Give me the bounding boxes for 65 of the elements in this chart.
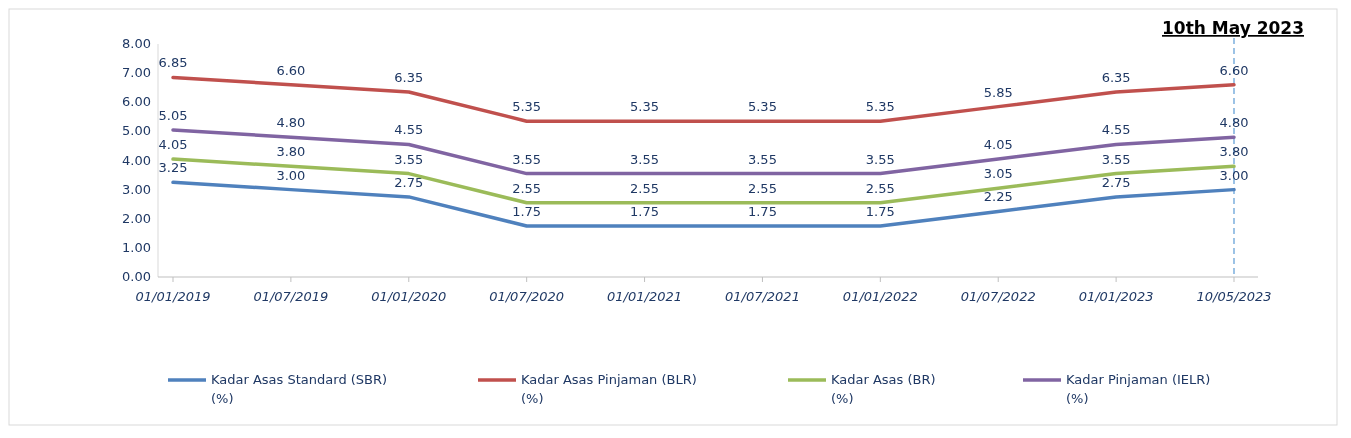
data-label: 5.05 [158, 107, 188, 123]
data-label: 3.55 [394, 151, 424, 167]
y-tick-label: 6.00 [122, 94, 151, 110]
data-label: 5.35 [630, 99, 660, 115]
data-label: 3.25 [158, 160, 188, 176]
y-tick-label: 0.00 [122, 269, 151, 284]
data-label: 3.55 [512, 151, 542, 167]
data-label: 2.75 [1101, 174, 1131, 190]
data-label: 4.55 [394, 122, 424, 138]
y-tick-label: 8.00 [122, 36, 151, 51]
x-tick-label: 10/05/2023 [1196, 289, 1272, 304]
data-label: 4.55 [1101, 122, 1131, 138]
legend-label: Kadar Asas Pinjaman (BLR) (%) [521, 372, 697, 406]
data-label: 6.85 [158, 55, 188, 71]
data-label: 4.80 [276, 115, 306, 131]
legend-label: Kadar Asas Standard (SBR) (%) [211, 372, 388, 406]
data-label: 1.75 [512, 204, 542, 220]
x-tick-label: 01/07/2022 [960, 289, 1036, 304]
y-tick-label: 1.00 [122, 239, 151, 255]
data-label: 4.05 [158, 137, 188, 153]
data-label: 3.55 [1101, 151, 1131, 167]
data-label: 3.55 [865, 151, 895, 167]
data-label: 1.75 [865, 204, 895, 220]
data-label: 3.05 [983, 166, 1013, 182]
y-tick-label: 7.00 [122, 65, 151, 81]
data-label: 5.85 [983, 84, 1013, 100]
data-label: 6.60 [1219, 62, 1249, 78]
legend-label: Kadar Pinjaman (IELR) (%) [1066, 372, 1211, 406]
data-label: 3.00 [276, 167, 306, 183]
legend-label: Kadar Asas (BR) (%) [831, 372, 936, 406]
data-label: 1.75 [630, 204, 660, 220]
data-label: 6.35 [394, 70, 424, 86]
data-label: 6.35 [1101, 70, 1131, 86]
data-label: 3.55 [630, 151, 660, 167]
data-label: 2.25 [983, 189, 1013, 205]
data-label: 2.55 [512, 180, 542, 196]
x-tick-label: 01/07/2020 [489, 289, 565, 304]
y-tick-label: 4.00 [122, 152, 151, 168]
data-label: 4.80 [1219, 115, 1249, 131]
data-label: 6.60 [276, 62, 306, 78]
data-label: 2.55 [747, 180, 777, 196]
data-label: 3.80 [1219, 144, 1249, 160]
data-label: 5.35 [512, 99, 542, 115]
x-tick-label: 01/01/2022 [842, 289, 918, 304]
x-tick-label: 01/07/2021 [724, 289, 800, 304]
y-tick-label: 2.00 [122, 210, 151, 226]
ref-line-label: 10th May 2023 [1162, 18, 1304, 38]
y-tick-label: 5.00 [122, 123, 151, 139]
data-label: 4.05 [983, 137, 1013, 153]
line-series [171, 180, 1236, 228]
data-label: 2.55 [630, 180, 660, 196]
x-tick-label: 01/01/2020 [371, 289, 447, 304]
data-label: 2.55 [865, 180, 895, 196]
x-tick-label: 01/01/2023 [1078, 289, 1154, 304]
x-tick-label: 01/07/2019 [253, 289, 329, 304]
data-label: 2.75 [394, 174, 424, 190]
data-label: 3.80 [276, 144, 306, 160]
data-label: 5.35 [865, 99, 895, 115]
x-tick-label: 01/01/2019 [135, 289, 211, 304]
data-label: 1.75 [747, 204, 777, 220]
data-label: 3.55 [747, 151, 777, 167]
x-tick-label: 01/01/2021 [607, 289, 683, 304]
data-label: 3.00 [1219, 167, 1249, 183]
data-label: 5.35 [747, 99, 777, 115]
y-tick-label: 3.00 [122, 181, 151, 197]
